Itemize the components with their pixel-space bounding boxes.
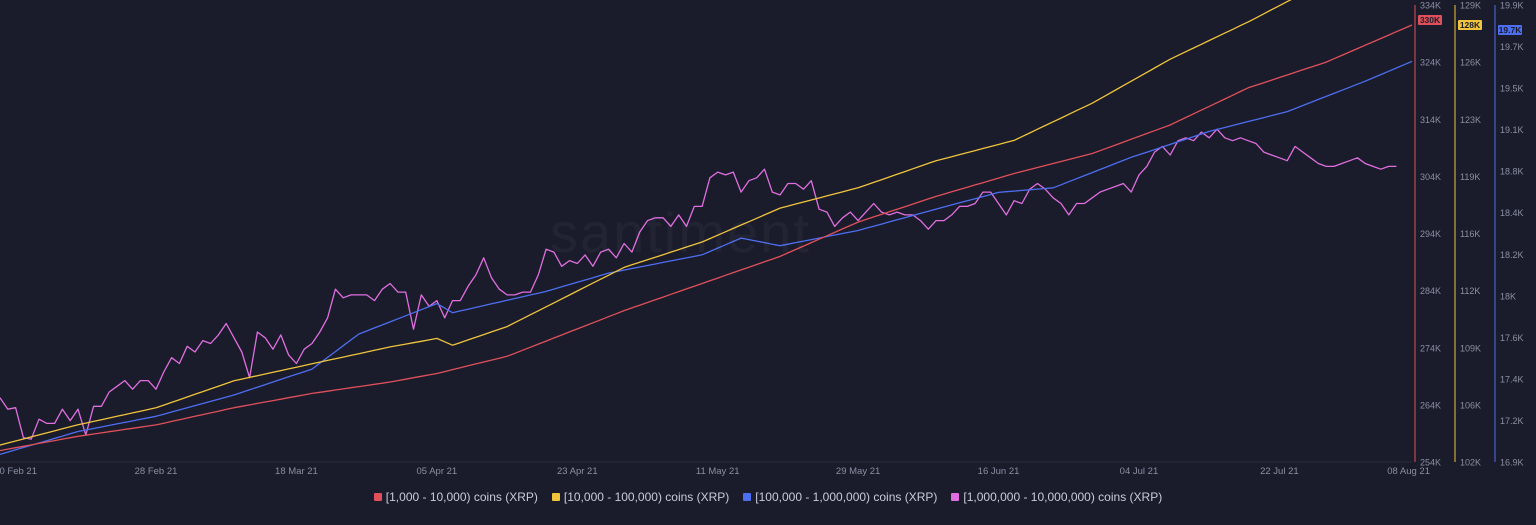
y-tick-label-a1: 314K xyxy=(1420,115,1441,125)
x-tick-label: 29 May 21 xyxy=(836,466,880,477)
y-tick-label-a1: 294K xyxy=(1420,229,1441,239)
y-tick-label-a2: 129K xyxy=(1460,1,1481,11)
y-tick-label-a1: 254K xyxy=(1420,458,1441,468)
y-tick-label-a1: 334K xyxy=(1420,1,1441,11)
watermark: santiment xyxy=(550,200,811,265)
y-tick-label-a3: 18.8K xyxy=(1500,167,1524,177)
x-tick-label: 05 Apr 21 xyxy=(417,466,458,477)
legend-item-1000000[interactable]: [1,000,000 - 10,000,000) coins (XRP) xyxy=(951,490,1162,504)
y-tick-label-a2: 109K xyxy=(1460,343,1481,353)
y-tick-label-a1: 284K xyxy=(1420,286,1441,296)
y-tick-label-a3: 16.9K xyxy=(1500,458,1524,468)
y-tick-label-a3: 18.2K xyxy=(1500,250,1524,260)
y-tick-label-a2: 116K xyxy=(1460,229,1480,239)
legend-swatch-100000 xyxy=(743,493,752,501)
legend-label-1000000: [1,000,000 - 10,000,000) coins (XRP) xyxy=(963,490,1163,504)
y-tick-label-a3: 17.2K xyxy=(1500,416,1524,426)
value-badge-label-a3: 19.7K xyxy=(1499,25,1523,35)
x-tick-label: 10 Feb 21 xyxy=(0,466,37,477)
series-line-2 xyxy=(0,60,1413,456)
y-tick-label-a3: 19.7K xyxy=(1500,42,1524,52)
y-tick-label-a2: 123K xyxy=(1460,115,1481,125)
x-tick-label: 04 Jul 21 xyxy=(1120,466,1159,477)
y-tick-label-a3: 19.1K xyxy=(1500,125,1524,135)
series-line-1 xyxy=(0,0,1292,446)
x-tick-label: 08 Aug 21 xyxy=(1387,466,1430,477)
y-tick-label-a3: 19.5K xyxy=(1500,84,1524,94)
y-tick-label-a3: 19.9K xyxy=(1500,1,1524,11)
value-badge-a2 xyxy=(1458,20,1482,30)
value-badge-a3 xyxy=(1498,25,1522,35)
y-tick-label-a2: 119K xyxy=(1460,172,1480,182)
y-tick-label-a1: 264K xyxy=(1420,400,1441,410)
y-tick-label-a1: 304K xyxy=(1420,172,1441,182)
y-tick-label-a3: 18.4K xyxy=(1500,208,1524,218)
x-tick-label: 28 Feb 21 xyxy=(135,466,178,477)
legend-item-10000[interactable]: [10,000 - 100,000) coins (XRP) xyxy=(551,490,730,504)
legend-swatch-1000000 xyxy=(951,493,960,501)
y-tick-label-a2: 112K xyxy=(1460,286,1480,296)
x-tick-label: 22 Jul 21 xyxy=(1260,466,1299,477)
legend-label-1000: [1,000 - 10,000) coins (XRP) xyxy=(385,490,538,504)
y-tick-label-a3: 17.6K xyxy=(1500,333,1524,343)
y-tick-label-a3: 18K xyxy=(1500,291,1516,301)
value-badge-a1 xyxy=(1418,15,1442,25)
y-tick-label-a2: 106K xyxy=(1460,400,1481,410)
y-tick-label-a1: 324K xyxy=(1420,58,1441,68)
legend-label-100000: [100,000 - 1,000,000) coins (XRP) xyxy=(755,490,938,504)
legend-swatch-1000 xyxy=(373,493,382,501)
legend-swatch-10000 xyxy=(551,493,560,501)
series-line-3 xyxy=(0,128,1397,440)
x-tick-label: 11 May 21 xyxy=(696,466,740,477)
legend-item-1000[interactable]: [1,000 - 10,000) coins (XRP) xyxy=(373,490,538,504)
x-tick-label: 16 Jun 21 xyxy=(978,466,1020,477)
y-tick-label-a1: 274K xyxy=(1420,343,1441,353)
series-line-0 xyxy=(0,24,1413,452)
y-tick-label-a2: 126K xyxy=(1460,58,1481,68)
value-badge-label-a1: 330K xyxy=(1420,15,1441,25)
legend-label-10000: [10,000 - 100,000) coins (XRP) xyxy=(563,490,730,504)
value-badge-label-a2: 128K xyxy=(1460,20,1481,30)
x-tick-label: 18 Mar 21 xyxy=(275,466,318,477)
legend: [1,000 - 10,000) coins (XRP) [10,000 - 1… xyxy=(0,490,1536,504)
x-tick-label: 23 Apr 21 xyxy=(557,466,598,477)
y-tick-label-a3: 17.4K xyxy=(1500,374,1524,384)
y-tick-label-a2: 102K xyxy=(1460,458,1481,468)
legend-item-100000[interactable]: [100,000 - 1,000,000) coins (XRP) xyxy=(743,490,937,504)
